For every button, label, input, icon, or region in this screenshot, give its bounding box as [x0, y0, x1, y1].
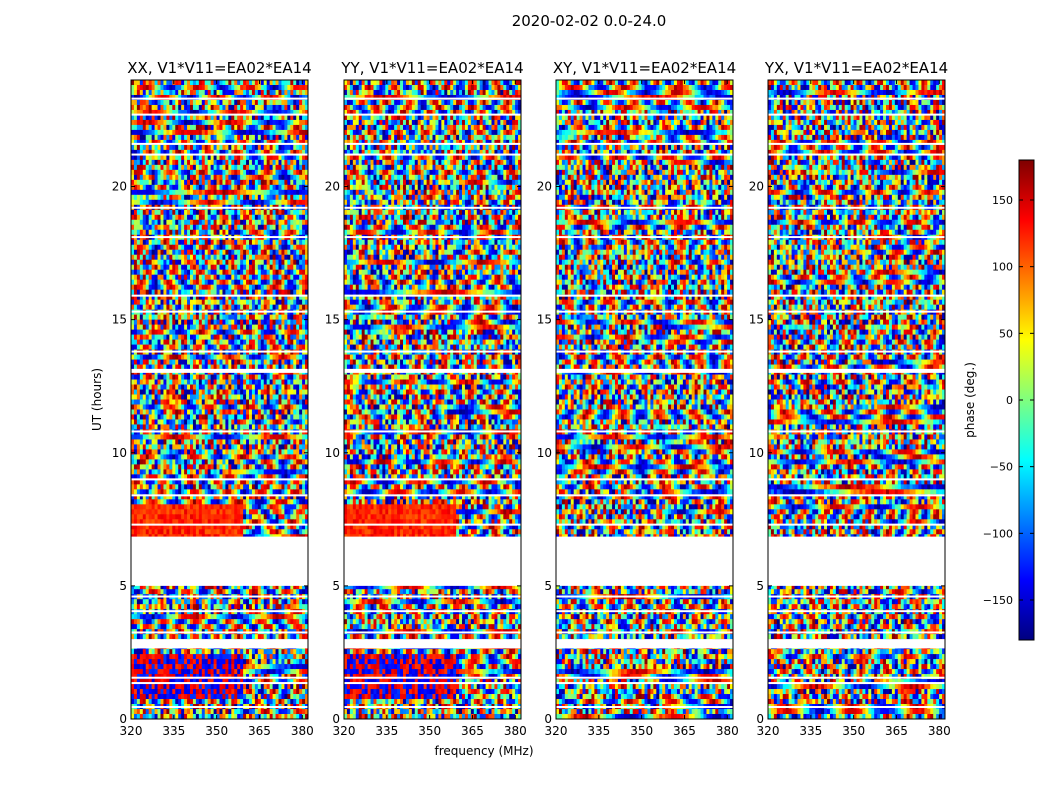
x-axis-label: frequency (MHz) — [434, 744, 533, 758]
x-tick-label: 350 — [842, 724, 865, 738]
axes-frame — [343, 79, 522, 720]
x-tick-label: 335 — [375, 724, 398, 738]
data-gap — [344, 536, 521, 586]
panel-1: YY, V1*V11=EA02*EA14 320 335 350 365 380 0 5 10 1… — [325, 59, 534, 758]
x-tick-label: 380 — [291, 724, 314, 738]
y-tick-label: 5 — [332, 579, 340, 593]
axes-frame — [555, 79, 734, 720]
y-tick-label: 15 — [112, 313, 127, 327]
x-tick-label: 350 — [205, 724, 228, 738]
colorbar-tick-label: 0 — [1006, 394, 1013, 407]
panel-title: YX, V1*V11=EA02*EA14 — [764, 59, 948, 77]
y-tick-label: 0 — [544, 712, 552, 726]
data-gap — [131, 536, 308, 586]
x-tick-label: 350 — [630, 724, 653, 738]
x-tick-label: 380 — [716, 724, 739, 738]
axes-frame — [767, 79, 946, 720]
y-tick-label: 15 — [749, 313, 764, 327]
colorbar-label: phase (deg.) — [963, 362, 977, 438]
data-gap — [344, 639, 521, 649]
x-tick-label: 320 — [757, 724, 780, 738]
axes-frame — [130, 79, 309, 720]
data-gap — [131, 639, 308, 649]
x-tick-label: 335 — [162, 724, 185, 738]
data-gap — [556, 368, 733, 373]
x-tick-label: 365 — [673, 724, 696, 738]
data-gap — [556, 639, 733, 649]
x-tick-label: 365 — [461, 724, 484, 738]
panel-0: XX, V1*V11=EA02*EA14 320 335 350 365 380 0 5 10 1… — [90, 59, 314, 738]
data-gap — [344, 368, 521, 373]
data-gap — [768, 639, 945, 649]
colorbar-tick-label: −100 — [983, 527, 1013, 540]
y-tick-label: 20 — [112, 180, 127, 194]
x-tick-label: 365 — [885, 724, 908, 738]
y-tick-label: 5 — [544, 579, 552, 593]
y-tick-label: 0 — [756, 712, 764, 726]
panels: XX, V1*V11=EA02*EA14 320 335 350 365 380 0 5 10 1… — [90, 59, 951, 758]
x-tick-label: 380 — [504, 724, 527, 738]
panel-2: XY, V1*V11=EA02*EA14 320 335 350 365 380 0 5 10 1… — [537, 59, 739, 738]
y-tick-label: 0 — [332, 712, 340, 726]
y-tick-label: 15 — [537, 313, 552, 327]
x-tick-label: 350 — [418, 724, 441, 738]
colorbar-tick-label: 50 — [999, 327, 1013, 340]
colorbar-tick-label: 150 — [992, 194, 1013, 207]
panel-title: XY, V1*V11=EA02*EA14 — [553, 59, 736, 77]
panel-title: XX, V1*V11=EA02*EA14 — [127, 59, 311, 77]
y-tick-label: 0 — [119, 712, 127, 726]
y-axis-label: UT (hours) — [90, 368, 104, 431]
x-tick-label: 365 — [248, 724, 271, 738]
colorbar-tick-label: 100 — [992, 261, 1013, 274]
data-gap — [131, 368, 308, 373]
heatmap-cells — [131, 80, 308, 719]
y-tick-label: 10 — [749, 446, 764, 460]
heatmap-cells — [556, 80, 733, 719]
panel-title: YY, V1*V11=EA02*EA14 — [340, 59, 523, 77]
y-tick-label: 20 — [325, 180, 340, 194]
heatmap-cells — [344, 80, 521, 719]
x-tick-label: 320 — [545, 724, 568, 738]
data-gap — [556, 536, 733, 586]
x-tick-label: 320 — [333, 724, 356, 738]
x-tick-label: 335 — [587, 724, 610, 738]
y-tick-label: 20 — [537, 180, 552, 194]
x-tick-label: 335 — [799, 724, 822, 738]
y-tick-label: 10 — [112, 446, 127, 460]
x-tick-label: 380 — [928, 724, 951, 738]
y-tick-label: 20 — [749, 180, 764, 194]
y-tick-label: 10 — [537, 446, 552, 460]
figure-title: 2020-02-02 0.0-24.0 — [512, 12, 667, 30]
colorbar-tick-label: −50 — [990, 461, 1013, 474]
data-gap — [768, 536, 945, 586]
heatmap-cells — [768, 80, 945, 719]
y-tick-label: 5 — [756, 579, 764, 593]
data-gap — [768, 368, 945, 373]
panel-3: YX, V1*V11=EA02*EA14 320 335 350 365 380 0 5 10 1… — [749, 59, 951, 738]
y-tick-label: 5 — [119, 579, 127, 593]
colorbar: 150 100 50 0 −50 −100 −150 phase (deg.) — [963, 159, 1035, 641]
colorbar-tick-label: −150 — [983, 594, 1013, 607]
y-tick-label: 10 — [325, 446, 340, 460]
x-tick-label: 320 — [120, 724, 143, 738]
y-tick-label: 15 — [325, 313, 340, 327]
